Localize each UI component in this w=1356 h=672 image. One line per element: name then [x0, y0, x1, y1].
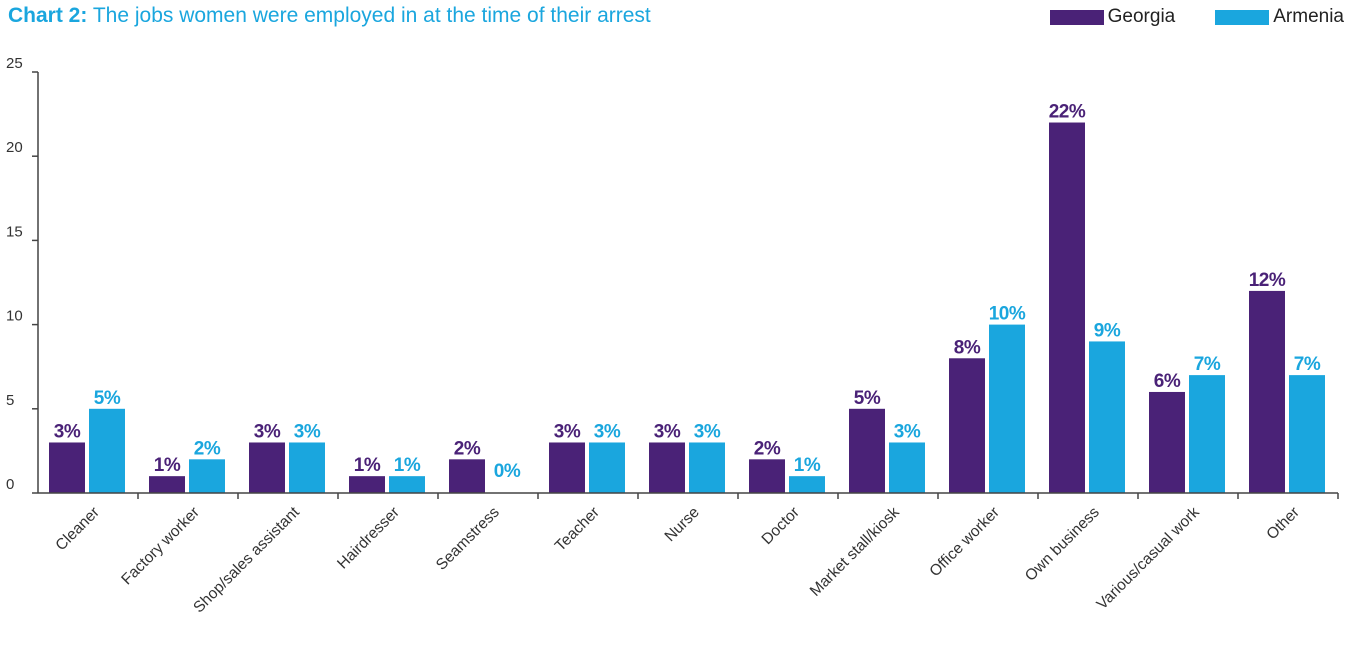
x-category-label: Factory worker	[118, 504, 202, 588]
data-label-georgia: 12%	[1249, 270, 1286, 291]
data-label-armenia: 9%	[1094, 320, 1121, 341]
data-label-armenia: 10%	[989, 304, 1026, 325]
chart-title-text: The jobs women were employed in at the t…	[92, 4, 651, 27]
data-label-armenia: 1%	[394, 455, 421, 476]
data-label-georgia: 22%	[1049, 102, 1086, 123]
legend-swatch-georgia	[1049, 9, 1104, 25]
data-label-georgia: 1%	[154, 455, 181, 476]
data-label-armenia: 7%	[1294, 354, 1321, 375]
data-label-georgia: 3%	[54, 421, 81, 442]
x-category-label: Hairdresser	[334, 504, 403, 573]
bar-georgia	[1249, 290, 1285, 493]
x-category-label: Various/casual work	[1094, 504, 1203, 613]
legend-label-armenia: Armenia	[1273, 6, 1344, 27]
bar-georgia	[1049, 122, 1085, 494]
data-label-georgia: 6%	[1154, 371, 1181, 392]
y-tick-label: 0	[6, 476, 14, 493]
bar-armenia	[189, 459, 225, 493]
data-label-armenia: 3%	[694, 421, 721, 442]
bar-georgia	[349, 476, 385, 493]
data-label-georgia: 2%	[454, 438, 481, 459]
x-category-label: Own business	[1022, 504, 1103, 585]
bar-armenia	[289, 442, 325, 493]
legend-item-georgia: Georgia	[1049, 6, 1176, 28]
bar-armenia	[389, 476, 425, 493]
chart-legend: Georgia Armenia	[1010, 6, 1344, 28]
x-category-label: Shop/sales assistant	[190, 503, 303, 616]
bar-armenia	[789, 476, 825, 493]
bar-armenia	[1289, 375, 1325, 493]
bar-georgia	[549, 442, 585, 493]
legend-label-georgia: Georgia	[1107, 6, 1176, 27]
legend-item-armenia: Armenia	[1215, 6, 1344, 28]
data-label-georgia: 5%	[854, 388, 881, 409]
y-tick-label: 10	[6, 308, 23, 325]
bar-georgia	[849, 408, 885, 493]
x-category-label: Doctor	[759, 504, 803, 548]
chart-title: Chart 2: The jobs women were employed in…	[8, 4, 651, 28]
data-label-georgia: 8%	[954, 337, 981, 358]
x-category-label: Cleaner	[52, 504, 102, 554]
bar-armenia	[589, 442, 625, 493]
data-label-armenia: 2%	[194, 438, 221, 459]
bar-georgia	[949, 358, 985, 493]
bar-armenia	[1189, 375, 1225, 493]
bar-armenia	[689, 442, 725, 493]
data-label-armenia: 3%	[294, 421, 321, 442]
y-tick-label: 20	[6, 139, 23, 156]
chart-title-prefix: Chart 2:	[8, 4, 88, 27]
bar-georgia	[49, 442, 85, 493]
bar-armenia	[1089, 341, 1125, 493]
data-label-armenia: 3%	[894, 421, 921, 442]
data-label-armenia: 1%	[794, 455, 821, 476]
x-category-label: Market stall/kiosk	[807, 504, 903, 600]
bar-georgia	[249, 442, 285, 493]
data-label-armenia: 3%	[594, 421, 621, 442]
x-category-label: Office worker	[926, 504, 1002, 580]
data-label-georgia: 3%	[654, 421, 681, 442]
bar-armenia	[989, 324, 1025, 493]
data-label-georgia: 3%	[254, 421, 281, 442]
legend-swatch-armenia	[1215, 9, 1270, 25]
data-label-georgia: 2%	[754, 438, 781, 459]
y-tick-label: 25	[6, 55, 23, 72]
bar-georgia	[149, 476, 185, 493]
bar-georgia	[749, 459, 785, 493]
data-label-georgia: 1%	[354, 455, 381, 476]
x-category-label: Seamstress	[433, 504, 503, 574]
y-tick-label: 5	[6, 392, 14, 409]
data-label-armenia: 0%	[494, 461, 521, 482]
data-label-armenia: 7%	[1194, 354, 1221, 375]
bar-georgia	[649, 442, 685, 493]
bar-georgia	[1149, 391, 1185, 493]
x-category-label: Nurse	[662, 504, 703, 545]
data-label-georgia: 3%	[554, 421, 581, 442]
x-category-label: Other	[1263, 504, 1302, 543]
x-category-label: Teacher	[552, 504, 603, 555]
y-tick-label: 15	[6, 223, 23, 240]
data-label-armenia: 5%	[94, 388, 121, 409]
bar-armenia	[89, 408, 125, 493]
bar-georgia	[449, 459, 485, 493]
bar-armenia	[889, 442, 925, 493]
